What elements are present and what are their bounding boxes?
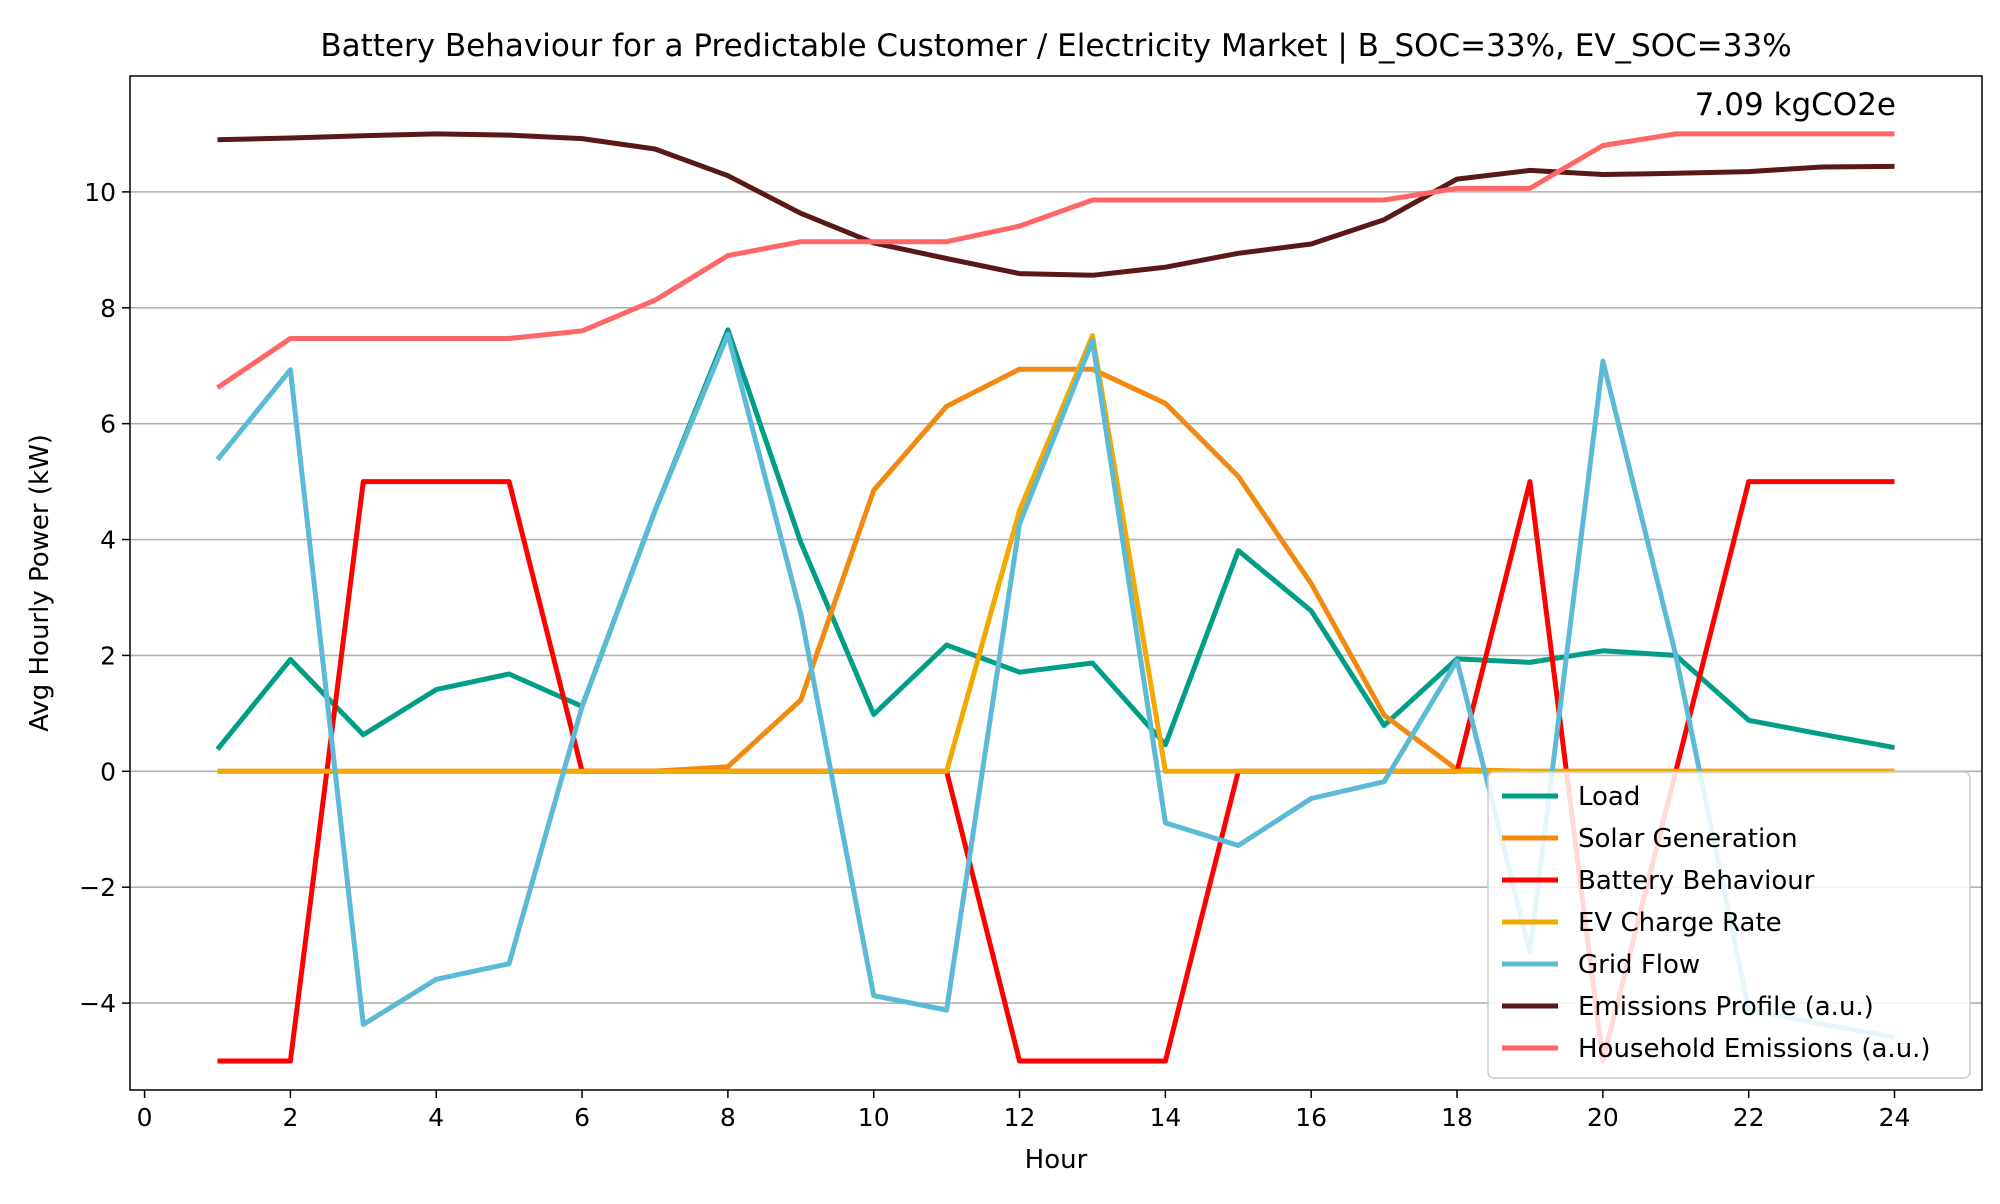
emissions-total-annotation: 7.09 kgCO2e xyxy=(1695,87,1896,123)
y-tick-label: 0 xyxy=(100,757,116,786)
x-tick-label: 12 xyxy=(1004,1103,1036,1132)
legend: Load Solar Generation Battery Behaviour EV … xyxy=(1487,771,1971,1079)
x-tick-label: 2 xyxy=(282,1103,298,1132)
y-tick-label: −2 xyxy=(79,873,116,902)
x-tick-label: 16 xyxy=(1295,1103,1327,1132)
x-tick-label: 10 xyxy=(858,1103,890,1132)
series-line-ev-charge-rate xyxy=(217,333,1895,774)
y-tick-label: 8 xyxy=(100,294,116,323)
y-tick-label: 4 xyxy=(100,526,116,555)
chart-title: Battery Behaviour for a Predictable Cust… xyxy=(320,28,1791,64)
x-axis-label: Hour xyxy=(1025,1145,1088,1175)
y-axis: −4 −2 0 2 4 6 8 10 xyxy=(79,178,130,1018)
y-tick-label: 6 xyxy=(100,410,116,439)
series-line-household-emissions-a-u xyxy=(216,131,1895,390)
x-tick-label: 0 xyxy=(137,1103,153,1132)
x-tick-label: 24 xyxy=(1879,1103,1911,1132)
x-tick-label: 20 xyxy=(1587,1103,1619,1132)
x-tick-label: 14 xyxy=(1149,1103,1181,1132)
y-tick-label: 2 xyxy=(100,641,116,670)
legend-box xyxy=(1487,771,1971,1079)
legend-label: Emissions Profile (a.u.) xyxy=(1578,992,1874,1022)
x-tick-label: 6 xyxy=(574,1103,590,1132)
series-line-grid-flow xyxy=(215,331,1895,1040)
legend-label: Household Emissions (a.u.) xyxy=(1578,1034,1931,1064)
y-axis-label: Avg Hourly Power (kW) xyxy=(25,434,55,732)
x-tick-label: 8 xyxy=(720,1103,736,1132)
legend-label: Grid Flow xyxy=(1578,950,1700,980)
y-tick-label: 10 xyxy=(84,178,116,207)
y-tick-label: −4 xyxy=(79,989,116,1018)
legend-label: Battery Behaviour xyxy=(1578,866,1815,896)
x-tick-label: 4 xyxy=(428,1103,444,1132)
legend-label: Solar Generation xyxy=(1578,824,1798,854)
x-axis: 0 2 4 6 8 10 12 14 16 18 20 22 24 xyxy=(137,1090,1911,1132)
legend-label: EV Charge Rate xyxy=(1578,908,1782,938)
series-line-load xyxy=(215,327,1895,751)
series-line-emissions-profile-a-u xyxy=(217,131,1895,278)
x-tick-label: 18 xyxy=(1441,1103,1473,1132)
x-tick-label: 22 xyxy=(1733,1103,1765,1132)
legend-label: Load xyxy=(1578,782,1640,812)
plot-frame xyxy=(129,75,1983,1091)
